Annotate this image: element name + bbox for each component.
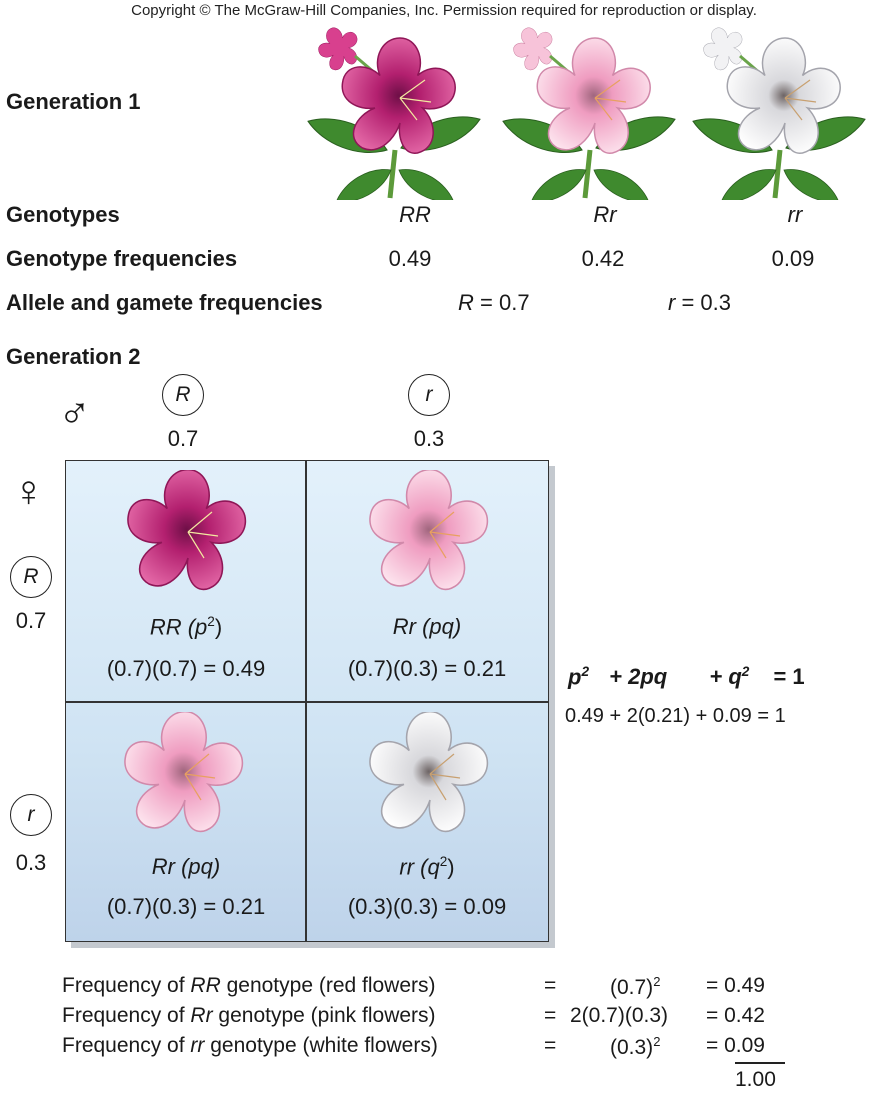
cell-rr-pink-bottom-calculation: (0.7)(0.3) = 0.21 bbox=[106, 894, 266, 919]
cell-rr-pink-top-genotype-symbol: Rr bbox=[392, 614, 416, 639]
cell-rr-white-calculation: (0.3)(0.3) = 0.09 bbox=[347, 894, 507, 919]
summary-row-rr-pink: Frequency of Rr genotype (pink flowers) bbox=[62, 1004, 436, 1028]
male-allele-r-recessive-circle: r bbox=[408, 374, 450, 416]
summary-rr-white-prefix: Frequency of bbox=[62, 1034, 191, 1057]
allele-gamete-frequencies-label: Allele and gamete frequencies bbox=[6, 290, 323, 315]
rr-pink-flower-icon-top bbox=[369, 470, 489, 591]
rr-red-flower-icon bbox=[127, 470, 247, 591]
male-allele-r-recessive-frequency: 0.3 bbox=[413, 426, 445, 451]
summary-rr-pink-geno: Rr bbox=[190, 1004, 213, 1027]
summary-rr-red-geno: RR bbox=[190, 974, 221, 997]
allele-r-recessive-value: = 0.3 bbox=[681, 290, 731, 315]
hardy-weinberg-equation: p2 + 2pq + q2 = 1 bbox=[568, 664, 805, 690]
genotypes-label: Genotypes bbox=[6, 202, 120, 227]
equation-q: + q bbox=[709, 664, 742, 690]
cell-rr-white-genotype-symbol: rr bbox=[399, 854, 415, 880]
cell-rr-red-term: (p bbox=[187, 614, 208, 640]
male-allele-r-dominant-frequency: 0.7 bbox=[167, 426, 199, 451]
summary-total: 1.00 bbox=[735, 1068, 776, 1091]
male-symbol-icon: ♂ bbox=[58, 389, 91, 438]
summary-rr-red-expr: (0.7)2 bbox=[610, 974, 660, 1000]
summary-rr-red-eq: = bbox=[544, 974, 557, 997]
female-allele-r-dominant-circle: R bbox=[10, 556, 52, 598]
cell-rr-red-term-close: ) bbox=[214, 614, 223, 640]
summary-rr-white-geno: rr bbox=[190, 1034, 205, 1057]
summary-total-rule bbox=[735, 1062, 785, 1064]
equation-p-sup: 2 bbox=[581, 664, 590, 679]
summary-rr-pink-suffix: genotype (pink flowers) bbox=[212, 1004, 436, 1027]
generation-1-title: Generation 1 bbox=[6, 89, 141, 114]
summary-row-rr-white: Frequency of rr genotype (white flowers) bbox=[62, 1034, 438, 1058]
red-flower-plant-icon bbox=[303, 20, 485, 200]
frequency-rr-recessive: 0.09 bbox=[771, 246, 815, 271]
punnett-horizontal-divider bbox=[65, 701, 549, 703]
summary-rr-white-result: = 0.09 bbox=[706, 1034, 765, 1057]
cell-rr-pink-top-genotype: Rr (pq) bbox=[307, 614, 547, 640]
allele-r-recessive-frequency: r = 0.3 bbox=[668, 290, 731, 316]
allele-r-dominant-value: = 0.7 bbox=[480, 290, 530, 315]
summary-rr-white-expr: (0.3)2 bbox=[610, 1034, 660, 1060]
generation-1-plants bbox=[303, 20, 870, 200]
allele-r-dominant-symbol: R bbox=[458, 290, 474, 315]
summary-rr-white-eq: = bbox=[544, 1034, 557, 1057]
hardy-weinberg-numeric: 0.49 + 2(0.21) + 0.09 = 1 bbox=[565, 705, 786, 727]
summary-rr-white-expr-sup: 2 bbox=[653, 1034, 661, 1049]
cell-rr-pink-bottom-genotype-symbol: Rr bbox=[151, 854, 175, 879]
summary-rr-pink-eq: = bbox=[544, 1004, 557, 1027]
cell-rr-white-term-close: ) bbox=[447, 854, 455, 880]
copyright-notice: Copyright © The McGraw-Hill Companies, I… bbox=[131, 2, 757, 19]
genotype-rr-hetero: Rr bbox=[593, 202, 617, 227]
pink-flower-plant-icon bbox=[498, 20, 680, 200]
equation-equals-one: = 1 bbox=[773, 664, 805, 690]
summary-rr-white-expr-base: (0.3) bbox=[610, 1036, 654, 1059]
summary-rr-red-prefix: Frequency of bbox=[62, 974, 191, 997]
cell-rr-white-term-sup: 2 bbox=[439, 854, 448, 869]
generation-2-title: Generation 2 bbox=[6, 344, 141, 369]
summary-rr-red-suffix: genotype (red flowers) bbox=[220, 974, 436, 997]
equation-2pq: + 2pq bbox=[609, 664, 668, 690]
summary-rr-pink-expr: 2(0.7)(0.3) bbox=[570, 1004, 669, 1027]
female-symbol-icon: ♀ bbox=[12, 467, 45, 516]
white-flower-plant-icon bbox=[688, 20, 870, 200]
cell-rr-pink-bottom-genotype: Rr (pq) bbox=[66, 854, 306, 880]
allele-r-dominant-frequency: R = 0.7 bbox=[458, 290, 530, 316]
summary-rr-red-expr-sup: 2 bbox=[653, 974, 661, 989]
cell-rr-red-calculation: (0.7)(0.7) = 0.49 bbox=[106, 656, 266, 681]
summary-rr-red-result: = 0.49 bbox=[706, 974, 765, 997]
summary-rr-white-suffix: genotype (white flowers) bbox=[204, 1034, 438, 1057]
rr-white-flower-icon bbox=[369, 712, 489, 833]
summary-rr-red-expr-base: (0.7) bbox=[610, 976, 654, 999]
genotype-rr-recessive: rr bbox=[787, 202, 803, 227]
genotype-frequencies-label: Genotype frequencies bbox=[6, 246, 238, 271]
cell-rr-white-term: (q bbox=[420, 854, 440, 880]
female-allele-r-recessive-frequency: 0.3 bbox=[15, 850, 47, 875]
cell-rr-pink-bottom-term: (pq) bbox=[181, 854, 221, 879]
cell-rr-red-term-sup: 2 bbox=[207, 614, 215, 629]
summary-row-rr-red: Frequency of RR genotype (red flowers) bbox=[62, 974, 436, 998]
female-allele-r-dominant-frequency: 0.7 bbox=[15, 608, 47, 633]
equation-p: p bbox=[568, 664, 582, 690]
genotype-rr-dominant: RR bbox=[399, 202, 431, 227]
cell-rr-pink-top-term: (pq) bbox=[422, 614, 462, 639]
summary-rr-pink-prefix: Frequency of bbox=[62, 1004, 191, 1027]
male-allele-r-dominant-circle: R bbox=[162, 374, 204, 416]
allele-r-recessive-symbol: r bbox=[668, 290, 676, 315]
rr-pink-flower-icon-bottom bbox=[124, 712, 244, 833]
summary-rr-pink-result: = 0.42 bbox=[706, 1004, 765, 1027]
cell-rr-red-genotype-symbol: RR bbox=[149, 614, 182, 640]
frequency-rr-dominant: 0.49 bbox=[388, 246, 432, 271]
equation-q-sup: 2 bbox=[741, 664, 750, 679]
cell-rr-red-genotype: RR (p2) bbox=[66, 614, 306, 640]
female-allele-r-recessive-circle: r bbox=[10, 794, 52, 836]
cell-rr-pink-top-calculation: (0.7)(0.3) = 0.21 bbox=[347, 656, 507, 681]
frequency-rr-hetero: 0.42 bbox=[581, 246, 625, 271]
cell-rr-white-genotype: rr (q2) bbox=[307, 854, 547, 880]
